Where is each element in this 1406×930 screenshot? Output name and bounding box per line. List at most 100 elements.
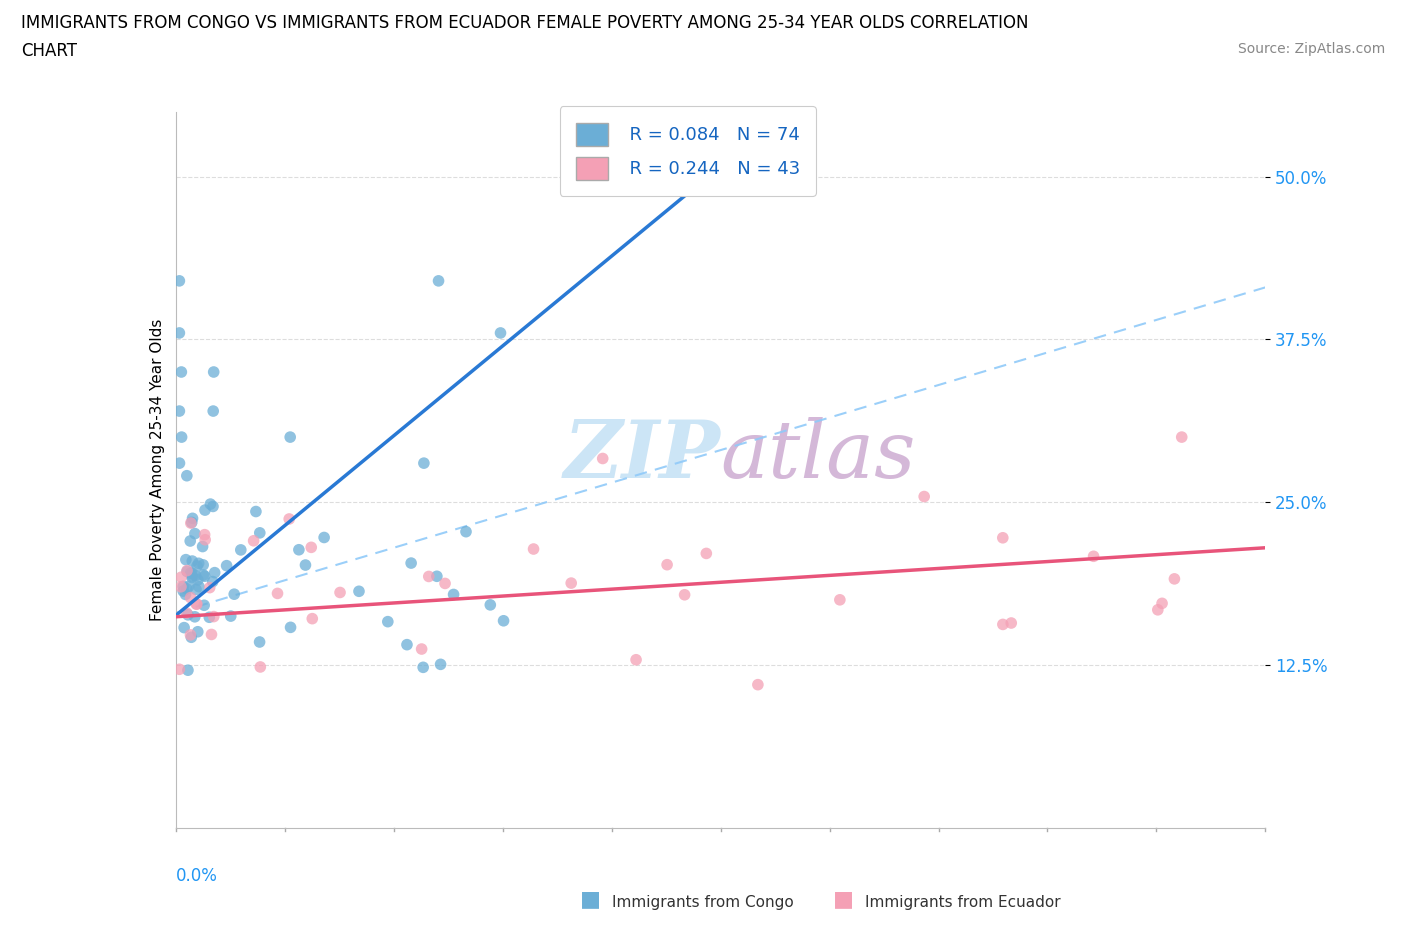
Point [169, 662, 191, 677]
Point [201, 499, 224, 514]
Point [169, 273, 191, 288]
Point [266, 586, 288, 601]
Point [479, 597, 502, 612]
Point [204, 565, 226, 580]
Point [176, 605, 198, 620]
Point [828, 592, 851, 607]
Point [377, 614, 399, 629]
Text: ■: ■ [581, 889, 600, 910]
Point [1146, 603, 1168, 618]
Point [172, 584, 194, 599]
Point [592, 451, 614, 466]
Point [278, 430, 301, 445]
Point [174, 552, 197, 567]
Point [188, 579, 211, 594]
Point [184, 526, 207, 541]
Point [176, 564, 198, 578]
Point [492, 614, 515, 629]
Point [224, 587, 246, 602]
Point [176, 565, 198, 579]
Point [194, 502, 217, 517]
Point [186, 559, 208, 574]
Point [180, 515, 202, 530]
Point [427, 273, 450, 288]
Point [489, 326, 512, 340]
Point [429, 657, 451, 671]
Point [176, 581, 198, 596]
Point [170, 430, 193, 445]
Text: ZIP: ZIP [564, 417, 721, 494]
Point [174, 587, 197, 602]
Point [412, 456, 434, 471]
Point [172, 579, 194, 594]
Text: IMMIGRANTS FROM CONGO VS IMMIGRANTS FROM ECUADOR FEMALE POVERTY AMONG 25-34 YEAR: IMMIGRANTS FROM CONGO VS IMMIGRANTS FROM… [21, 14, 1029, 32]
Point [202, 365, 225, 379]
Point [245, 504, 267, 519]
Point [177, 607, 200, 622]
Point [1163, 571, 1185, 586]
Point [194, 569, 217, 584]
Point [186, 597, 208, 612]
Point [294, 558, 316, 573]
Text: ■: ■ [834, 889, 853, 910]
Point [412, 660, 434, 675]
Point [329, 585, 352, 600]
Point [624, 652, 647, 667]
Point [673, 588, 696, 603]
Point [314, 530, 336, 545]
Point [177, 663, 200, 678]
Point [454, 525, 477, 539]
Point [198, 580, 221, 595]
Point [249, 634, 271, 649]
Point [200, 627, 222, 642]
Point [173, 620, 195, 635]
Point [194, 532, 217, 547]
Point [184, 582, 207, 597]
Point [399, 555, 422, 570]
Point [181, 511, 204, 525]
Point [179, 565, 201, 580]
Point [187, 624, 209, 639]
Point [193, 598, 215, 613]
Point [180, 591, 202, 605]
Point [560, 576, 582, 591]
Point [991, 530, 1014, 545]
Point [249, 525, 271, 540]
Legend:   R = 0.084   N = 74,   R = 0.244   N = 43: R = 0.084 N = 74, R = 0.244 N = 43 [560, 106, 815, 196]
Point [180, 565, 202, 580]
Point [411, 642, 433, 657]
Point [191, 539, 214, 554]
Point [249, 659, 271, 674]
Point [278, 512, 301, 526]
Point [299, 540, 322, 555]
Point [186, 597, 208, 612]
Point [193, 567, 215, 582]
Point [242, 533, 264, 548]
Point [215, 558, 238, 573]
Point [434, 576, 457, 591]
Point [169, 326, 191, 340]
Point [280, 620, 302, 635]
Point [187, 573, 209, 588]
Text: Immigrants from Ecuador: Immigrants from Ecuador [865, 895, 1060, 910]
Point [912, 489, 935, 504]
Point [181, 568, 204, 583]
Point [655, 557, 678, 572]
Text: CHART: CHART [21, 42, 77, 60]
Point [180, 630, 202, 644]
Point [443, 587, 465, 602]
Point [1000, 616, 1022, 631]
Point [201, 574, 224, 589]
Point [169, 456, 191, 471]
Text: Source: ZipAtlas.com: Source: ZipAtlas.com [1237, 42, 1385, 56]
Point [181, 553, 204, 568]
Point [229, 542, 252, 557]
Point [219, 608, 242, 623]
Point [179, 628, 201, 643]
Point [184, 568, 207, 583]
Point [184, 609, 207, 624]
Point [169, 404, 191, 418]
Point [180, 570, 202, 585]
Point [418, 569, 440, 584]
Point [187, 556, 209, 571]
